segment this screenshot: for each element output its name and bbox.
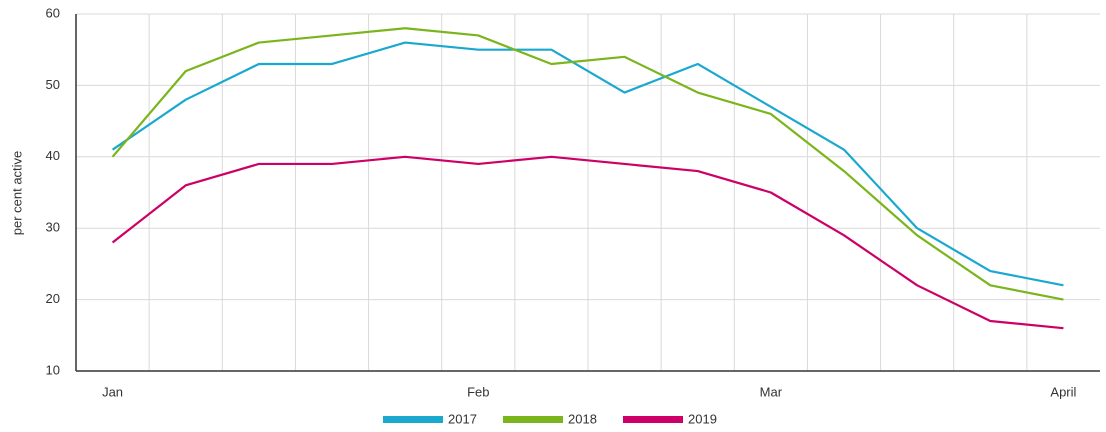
line-series xyxy=(111,41,1064,287)
y-axis-label: per cent active xyxy=(9,151,24,236)
legend-label: 2018 xyxy=(568,411,597,426)
line-series xyxy=(111,155,1064,330)
x-tick-label: Jan xyxy=(102,384,123,399)
y-tick-label: 50 xyxy=(46,77,60,92)
y-tick-label: 60 xyxy=(46,5,60,20)
legend-label: 2019 xyxy=(688,411,717,426)
y-tick-label: 40 xyxy=(46,148,60,163)
legend-swatch xyxy=(383,416,443,423)
y-tick-label: 10 xyxy=(46,362,60,377)
legend-label: 2017 xyxy=(448,411,477,426)
y-tick-label: 20 xyxy=(46,291,60,306)
x-tick-label: April xyxy=(1050,384,1076,399)
y-tick-label: 30 xyxy=(46,220,60,235)
x-tick-label: Mar xyxy=(760,384,783,399)
x-tick-label: Feb xyxy=(467,384,489,399)
line-series xyxy=(111,27,1064,301)
legend-swatch xyxy=(503,416,563,423)
legend-swatch xyxy=(623,416,683,423)
